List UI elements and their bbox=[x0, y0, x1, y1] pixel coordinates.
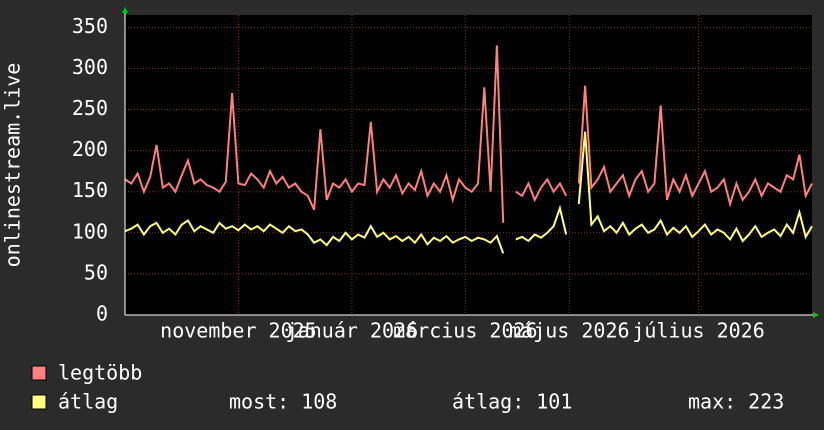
legend-label: legtöbb bbox=[58, 361, 142, 385]
legend-swatch bbox=[31, 365, 47, 381]
ticks: 0 50 100 150 200 250 300 350 november 2025január… bbox=[72, 14, 765, 343]
axis-arrow bbox=[813, 312, 819, 318]
series-line bbox=[124, 131, 813, 254]
x-tick-label: január 2026 bbox=[286, 319, 418, 343]
legend-label: átlag bbox=[58, 390, 118, 414]
y-tick-label: 100 bbox=[72, 219, 108, 243]
y-tick-label: 300 bbox=[72, 55, 108, 79]
stat-value: 223 bbox=[748, 390, 784, 414]
stat-label: most: bbox=[229, 390, 289, 414]
series-line bbox=[124, 45, 813, 223]
x-tick-label: november 2025 bbox=[160, 319, 317, 343]
y-tick-label: 200 bbox=[72, 137, 108, 161]
legend-swatch bbox=[31, 394, 47, 410]
stat-label: max: bbox=[688, 390, 736, 414]
axis-arrow bbox=[122, 7, 128, 13]
x-tick-label: március 2026 bbox=[393, 319, 538, 343]
stat-value: 108 bbox=[301, 390, 337, 414]
x-tick-label: július 2026 bbox=[632, 319, 764, 343]
y-tick-label: 150 bbox=[72, 178, 108, 202]
y-tick-label: 350 bbox=[72, 14, 108, 38]
y-tick-label: 50 bbox=[84, 260, 108, 284]
x-tick-label: május 2026 bbox=[509, 319, 629, 343]
legend: legtöbb átlag most: 108 átlag: 101 max: 223 bbox=[31, 361, 784, 414]
stat-label: átlag: bbox=[452, 390, 524, 414]
y-tick-label: 0 bbox=[96, 302, 108, 326]
y-tick-label: 250 bbox=[72, 96, 108, 120]
plot-area bbox=[125, 15, 812, 315]
y-axis-label: onlinestream.live bbox=[1, 63, 25, 268]
lines bbox=[124, 45, 813, 254]
stat-value: 101 bbox=[536, 390, 572, 414]
